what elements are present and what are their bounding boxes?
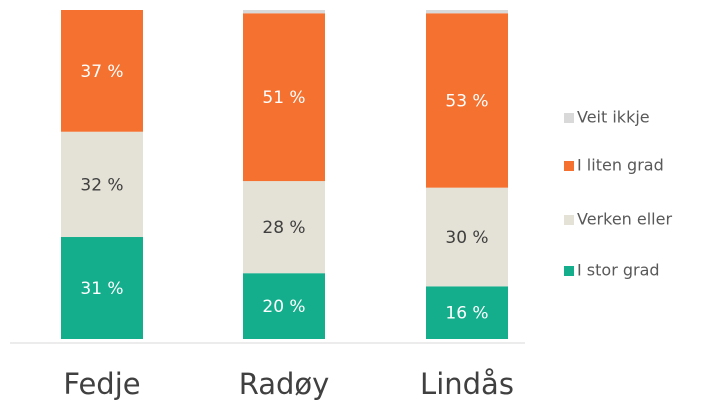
bar-segment bbox=[243, 273, 325, 339]
category-label: Radøy bbox=[239, 367, 330, 401]
bar-segment bbox=[61, 10, 143, 132]
bar-segment bbox=[61, 131, 143, 238]
legend-label: I liten grad bbox=[577, 156, 664, 175]
bar-segment bbox=[243, 13, 325, 182]
value-label: 31 % bbox=[80, 279, 123, 299]
bar-segment bbox=[426, 286, 508, 339]
value-label: 30 % bbox=[445, 228, 488, 248]
bar-segment bbox=[61, 237, 143, 339]
value-label: 28 % bbox=[262, 218, 305, 238]
legend-label: I stor grad bbox=[577, 261, 660, 280]
value-label: 53 % bbox=[445, 91, 488, 111]
value-label: 32 % bbox=[80, 175, 123, 195]
legend-swatch bbox=[564, 215, 574, 225]
legend-label: Verken eller bbox=[577, 210, 672, 229]
bar-segment bbox=[243, 181, 325, 274]
legend-swatch bbox=[564, 113, 574, 123]
legend-swatch bbox=[564, 266, 574, 276]
legend-swatch bbox=[564, 161, 574, 171]
legend-label: Veit ikkje bbox=[577, 108, 650, 127]
bar-segment bbox=[243, 10, 325, 14]
category-label: Lindås bbox=[420, 367, 514, 401]
value-label: 16 % bbox=[445, 304, 488, 324]
value-label: 51 % bbox=[262, 88, 305, 108]
value-label: 37 % bbox=[80, 62, 123, 82]
bar-segment bbox=[426, 10, 508, 14]
bar-segment bbox=[426, 13, 508, 188]
value-label: 20 % bbox=[262, 297, 305, 317]
bar-segment bbox=[426, 187, 508, 287]
category-label: Fedje bbox=[63, 367, 140, 401]
